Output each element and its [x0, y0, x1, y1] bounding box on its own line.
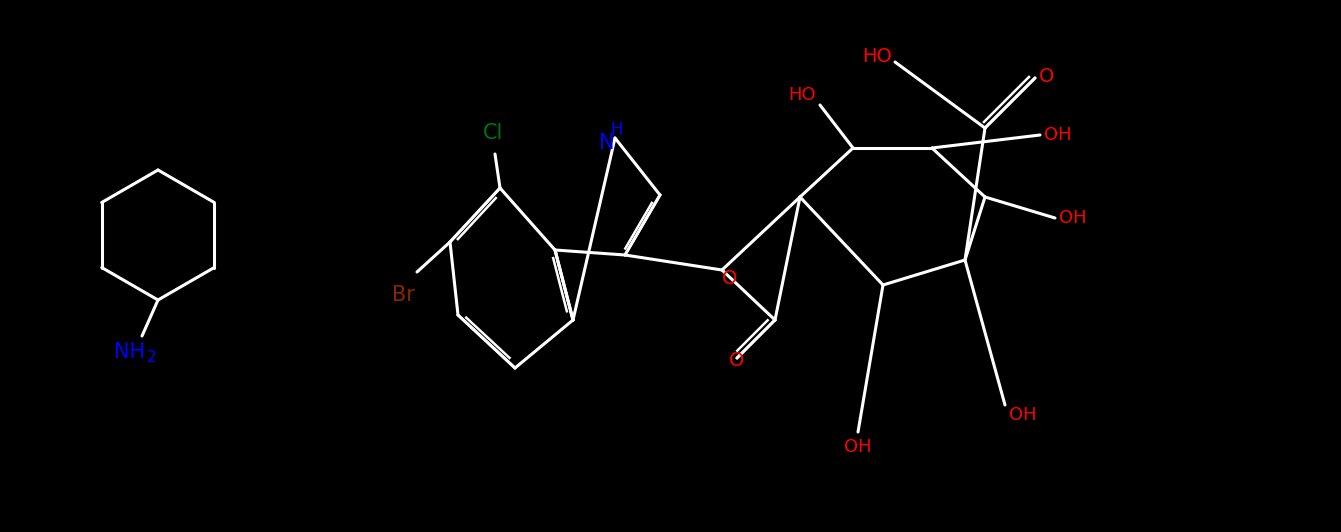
- Text: OH: OH: [845, 438, 872, 456]
- Text: OH: OH: [1010, 406, 1037, 424]
- Text: H: H: [610, 121, 624, 139]
- Text: HO: HO: [862, 47, 892, 66]
- Text: OH: OH: [1059, 209, 1086, 227]
- Text: HO: HO: [789, 86, 815, 104]
- Text: O: O: [723, 269, 738, 287]
- Text: 2: 2: [148, 350, 157, 364]
- Text: OH: OH: [1045, 126, 1071, 144]
- Text: O: O: [1039, 66, 1054, 86]
- Text: O: O: [730, 352, 744, 370]
- Text: N: N: [599, 133, 614, 153]
- Text: Cl: Cl: [483, 123, 503, 143]
- Text: Br: Br: [392, 285, 414, 305]
- Text: NH: NH: [114, 342, 146, 362]
